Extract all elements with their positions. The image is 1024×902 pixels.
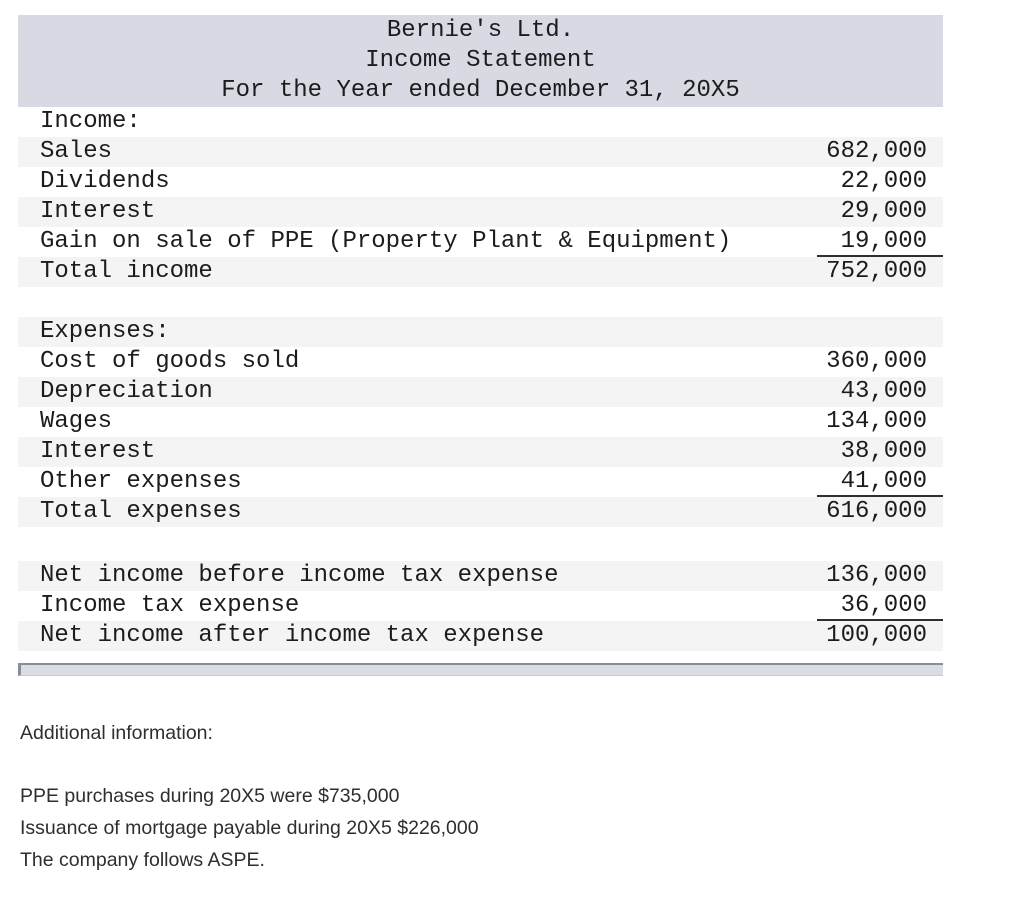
row-label: Cost of goods sold — [40, 348, 300, 375]
row-spacer — [18, 527, 943, 561]
notes-heading: Additional information: — [20, 722, 213, 744]
row-amount: 682,000 — [826, 138, 927, 165]
table-row: Income tax expense 36,000 — [18, 591, 943, 621]
statement-period: For the Year ended December 31, 20X5 — [221, 77, 740, 104]
row-label: Total income — [40, 258, 213, 285]
row-label: Interest — [40, 438, 156, 465]
income-statement-rows: Income: Sales 682,000 Dividends 22,000 I… — [18, 107, 943, 651]
row-amount: 29,000 — [840, 198, 927, 225]
table-row: Other expenses 41,000 — [18, 467, 943, 497]
row-label: Other expenses — [40, 468, 242, 495]
table-row: Wages 134,000 — [18, 407, 943, 437]
row-amount: 752,000 — [826, 258, 927, 285]
table-row: Interest 38,000 — [18, 437, 943, 467]
notes-lines: PPE purchases during 20X5 were $735,000 I… — [20, 780, 479, 876]
row-label: Income tax expense — [40, 592, 300, 619]
income-statement: Bernie's Ltd. Income Statement For the Y… — [18, 15, 943, 676]
row-label: Interest — [40, 198, 156, 225]
row-amount: 136,000 — [826, 562, 927, 589]
row-amount — [817, 107, 943, 137]
table-row: Depreciation 43,000 — [18, 377, 943, 407]
table-row: Expenses: — [18, 317, 943, 347]
table-row: Net income before income tax expense 136… — [18, 561, 943, 591]
row-amount — [817, 317, 943, 347]
table-row: Dividends 22,000 — [18, 167, 943, 197]
table-row: Interest 29,000 — [18, 197, 943, 227]
row-amount: 134,000 — [826, 408, 927, 435]
table-row: Sales 682,000 — [18, 137, 943, 167]
table-row: Total income 752,000 — [18, 257, 943, 287]
table-row: Net income after income tax expense 100,… — [18, 621, 943, 651]
row-spacer — [18, 287, 943, 317]
row-label: Gain on sale of PPE (Property Plant & Eq… — [40, 228, 732, 255]
table-row: Total expenses 616,000 — [18, 497, 943, 527]
row-amount: 22,000 — [840, 168, 927, 195]
row-amount: 43,000 — [840, 378, 927, 405]
row-amount: 19,000 — [817, 227, 943, 257]
note-line: The company follows ASPE. — [20, 849, 265, 871]
row-label: Wages — [40, 408, 113, 435]
horizontal-scrollbar[interactable] — [18, 663, 943, 676]
note-line: Issuance of mortgage payable during 20X5… — [20, 817, 479, 839]
table-row: Cost of goods sold 360,000 — [18, 347, 943, 377]
row-amount: 38,000 — [840, 438, 927, 465]
row-amount: 616,000 — [826, 498, 927, 525]
additional-information: Additional information: PPE purchases du… — [20, 721, 479, 876]
note-line: PPE purchases during 20X5 were $735,000 — [20, 785, 400, 807]
row-amount: 41,000 — [817, 467, 943, 497]
row-label: Net income before income tax expense — [40, 562, 559, 589]
statement-title: Income Statement — [365, 47, 596, 74]
statement-header: Bernie's Ltd. Income Statement For the Y… — [18, 15, 943, 107]
row-label: Net income after income tax expense — [40, 622, 545, 649]
row-label: Income: — [40, 108, 141, 135]
row-amount: 100,000 — [826, 622, 927, 649]
row-label: Dividends — [40, 168, 170, 195]
table-row: Gain on sale of PPE (Property Plant & Eq… — [18, 227, 943, 257]
row-amount: 36,000 — [817, 591, 943, 621]
row-label: Sales — [40, 138, 113, 165]
row-label: Expenses: — [40, 318, 170, 345]
table-row: Income: — [18, 107, 943, 137]
row-label: Total expenses — [40, 498, 242, 525]
company-name: Bernie's Ltd. — [386, 17, 575, 44]
row-amount: 360,000 — [826, 348, 927, 375]
row-label: Depreciation — [40, 378, 213, 405]
